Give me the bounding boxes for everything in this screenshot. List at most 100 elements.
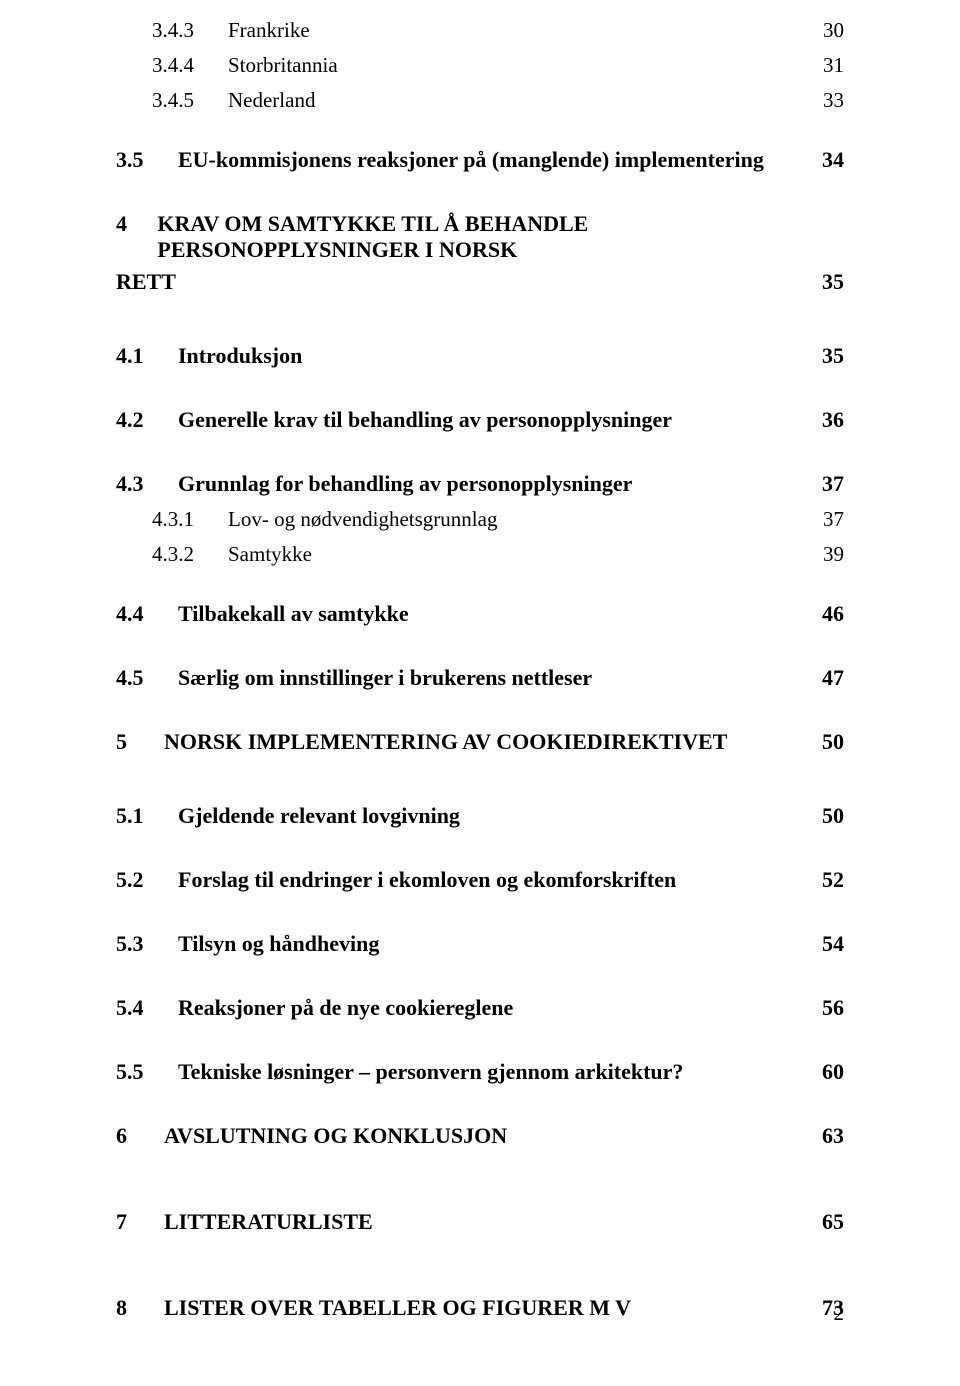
toc-page: 33	[804, 88, 844, 113]
toc-text: Storbritannia	[228, 53, 338, 78]
toc-row: 6 AVSLUTNING OG KONKLUSJON 63	[116, 1123, 844, 1149]
toc-text: Generelle krav til behandling av persono…	[178, 407, 672, 433]
toc-page: 50	[804, 803, 844, 829]
toc-num: 3.5	[116, 147, 178, 173]
toc-num: 3.4.5	[152, 88, 228, 113]
toc-page: 37	[804, 471, 844, 497]
toc-num: 4.1	[116, 343, 178, 369]
toc-row: 4.3.2 Samtykke 39	[116, 542, 844, 567]
toc-label: 4 KRAV OM SAMTYKKE TIL Å BEHANDLE PERSON…	[116, 211, 844, 263]
toc-page: 52	[804, 867, 844, 893]
toc-text: Tilbakekall av samtykke	[178, 601, 409, 627]
toc-label: RETT	[116, 269, 176, 295]
toc-text: Særlig om innstillinger i brukerens nett…	[178, 665, 592, 691]
toc-label: 5.1 Gjeldende relevant lovgivning	[116, 803, 460, 829]
toc-num: 4.2	[116, 407, 178, 433]
toc-row-continued: RETT 35	[116, 269, 844, 295]
toc-page: 46	[804, 601, 844, 627]
toc-num: 4.3	[116, 471, 178, 497]
toc-label: 4.5 Særlig om innstillinger i brukerens …	[116, 665, 592, 691]
toc-page: 36	[804, 407, 844, 433]
toc-page: 31	[804, 53, 844, 78]
toc-row: 4.3.1 Lov- og nødvendighetsgrunnlag 37	[116, 507, 844, 532]
toc-text: EU-kommisjonens reaksjoner på (manglende…	[178, 147, 764, 173]
toc-num: 3.4.3	[152, 18, 228, 43]
toc-text: Lov- og nødvendighetsgrunnlag	[228, 507, 497, 532]
page: 3.4.3 Frankrike 30 3.4.4 Storbritannia 3…	[0, 0, 960, 1386]
toc-page: 47	[804, 665, 844, 691]
toc-page: 54	[804, 931, 844, 957]
toc-num: 4.3.2	[152, 542, 228, 567]
toc-num: 4	[116, 211, 157, 237]
toc-label: 4.3.1 Lov- og nødvendighetsgrunnlag	[116, 507, 497, 532]
toc-page: 63	[804, 1123, 844, 1149]
toc-row: 4 KRAV OM SAMTYKKE TIL Å BEHANDLE PERSON…	[116, 211, 844, 263]
toc-label: 3.4.3 Frankrike	[116, 18, 310, 43]
toc-label: 4.2 Generelle krav til behandling av per…	[116, 407, 672, 433]
toc-num: 8	[116, 1295, 164, 1321]
toc-label: 5.4 Reaksjoner på de nye cookiereglene	[116, 995, 513, 1021]
toc-label: 4.3.2 Samtykke	[116, 542, 312, 567]
toc-num: 5.1	[116, 803, 178, 829]
toc-text: Introduksjon	[178, 343, 302, 369]
toc-label: 5.2 Forslag til endringer i ekomloven og…	[116, 867, 676, 893]
toc-label: 4.3 Grunnlag for behandling av personopp…	[116, 471, 632, 497]
toc-row: 3.4.4 Storbritannia 31	[116, 53, 844, 78]
toc-label: 4.4 Tilbakekall av samtykke	[116, 601, 409, 627]
toc-row: 4.1 Introduksjon 35	[116, 343, 844, 369]
toc-row: 4.3 Grunnlag for behandling av personopp…	[116, 471, 844, 497]
toc-row: 5.2 Forslag til endringer i ekomloven og…	[116, 867, 844, 893]
toc-label: 6 AVSLUTNING OG KONKLUSJON	[116, 1123, 507, 1149]
toc-row: 4.4 Tilbakekall av samtykke 46	[116, 601, 844, 627]
toc-text: LITTERATURLISTE	[164, 1209, 373, 1235]
toc-num: 3.4.4	[152, 53, 228, 78]
toc-row: 5.1 Gjeldende relevant lovgivning 50	[116, 803, 844, 829]
toc-row: 3.4.5 Nederland 33	[116, 88, 844, 113]
toc-num: 6	[116, 1123, 164, 1149]
toc-text: Tilsyn og håndheving	[178, 931, 379, 957]
toc-page: 39	[804, 542, 844, 567]
toc-num: 5.3	[116, 931, 178, 957]
toc-num: 5.5	[116, 1059, 178, 1085]
toc-page: 65	[804, 1209, 844, 1235]
toc-page: 35	[804, 269, 844, 295]
toc-num: 4.4	[116, 601, 178, 627]
toc-row: 5.3 Tilsyn og håndheving 54	[116, 931, 844, 957]
toc-num: 4.3.1	[152, 507, 228, 532]
toc-row: 4.5 Særlig om innstillinger i brukerens …	[116, 665, 844, 691]
toc-text: Reaksjoner på de nye cookiereglene	[178, 995, 513, 1021]
toc-page: 30	[804, 18, 844, 43]
toc-text: AVSLUTNING OG KONKLUSJON	[164, 1123, 507, 1149]
toc-text: LISTER OVER TABELLER OG FIGURER M V	[164, 1295, 631, 1321]
toc-page: 37	[804, 507, 844, 532]
toc-page: 35	[804, 343, 844, 369]
toc-num: 4.5	[116, 665, 178, 691]
toc-page: 56	[804, 995, 844, 1021]
toc-text: Nederland	[228, 88, 315, 113]
toc-label: 8 LISTER OVER TABELLER OG FIGURER M V	[116, 1295, 631, 1321]
toc-row: 5.5 Tekniske løsninger – personvern gjen…	[116, 1059, 844, 1085]
page-number: 2	[834, 1301, 845, 1326]
toc-row: 3.4.3 Frankrike 30	[116, 18, 844, 43]
toc-label: 4.1 Introduksjon	[116, 343, 302, 369]
toc-page: 50	[804, 729, 844, 755]
toc-num: 7	[116, 1209, 164, 1235]
toc-text: Tekniske løsninger – personvern gjennom …	[178, 1059, 683, 1085]
toc-page: 60	[804, 1059, 844, 1085]
toc-label: 5 NORSK IMPLEMENTERING AV COOKIEDIREKTIV…	[116, 729, 727, 755]
toc-row: 8 LISTER OVER TABELLER OG FIGURER M V 73	[116, 1295, 844, 1321]
toc-text: Samtykke	[228, 542, 312, 567]
toc-label: 3.5 EU-kommisjonens reaksjoner på (mangl…	[116, 147, 764, 173]
toc-label: 5.5 Tekniske løsninger – personvern gjen…	[116, 1059, 683, 1085]
toc-row: 5.4 Reaksjoner på de nye cookiereglene 5…	[116, 995, 844, 1021]
toc-row: 3.5 EU-kommisjonens reaksjoner på (mangl…	[116, 147, 844, 173]
toc-label: 3.4.4 Storbritannia	[116, 53, 338, 78]
toc-label: 3.4.5 Nederland	[116, 88, 315, 113]
toc-text: KRAV OM SAMTYKKE TIL Å BEHANDLE PERSONOP…	[157, 211, 844, 263]
toc-row: 7 LITTERATURLISTE 65	[116, 1209, 844, 1235]
toc-text: Gjeldende relevant lovgivning	[178, 803, 460, 829]
toc-text: NORSK IMPLEMENTERING AV COOKIEDIREKTIVET	[164, 729, 727, 755]
toc-text: RETT	[116, 269, 176, 295]
toc-row: 4.2 Generelle krav til behandling av per…	[116, 407, 844, 433]
toc-row: 5 NORSK IMPLEMENTERING AV COOKIEDIREKTIV…	[116, 729, 844, 755]
